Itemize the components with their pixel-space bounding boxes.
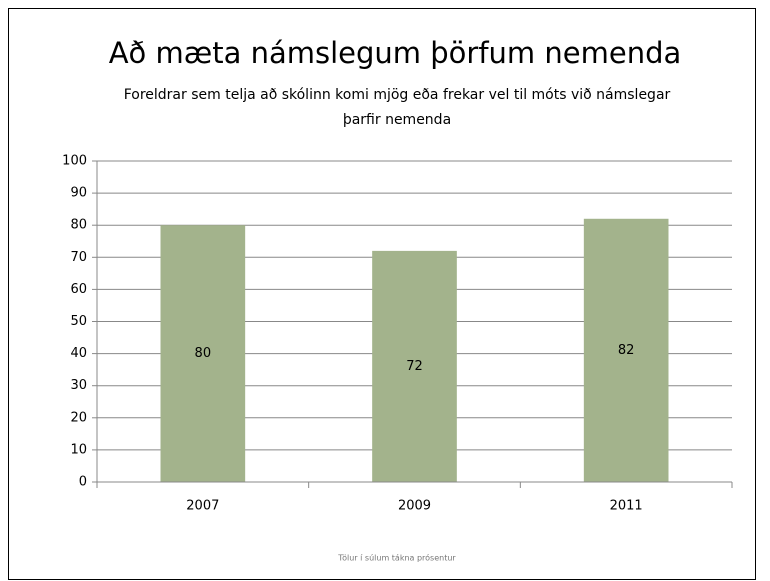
y-tick-label: 10 [70,442,87,457]
bar [160,225,246,482]
data-label: 72 [406,359,423,374]
y-tick-label: 30 [70,378,87,393]
chart-subtitle: þarfir nemenda [343,112,451,128]
y-tick-label: 0 [79,475,87,490]
y-tick-label: 40 [70,346,87,361]
y-tick-label: 100 [62,154,87,169]
x-tick-label: 2007 [186,499,219,514]
chart-subtitle: Foreldrar sem telja að skólinn komi mjög… [124,87,671,103]
chart-title: Að mæta námslegum þörfum nemenda [109,36,682,70]
bar [583,218,669,482]
data-label: 80 [195,346,212,361]
y-tick-label: 20 [70,410,87,425]
y-tick-label: 80 [70,218,87,233]
x-tick-label: 2009 [398,499,431,514]
data-label: 82 [618,343,635,358]
y-tick-label: 70 [70,250,87,265]
y-tick-label: 60 [70,282,87,297]
y-tick-label: 50 [70,314,87,329]
bar [372,250,457,482]
x-tick-label: 2011 [610,499,643,514]
footnote: Tölur í súlum tákna prósentur [337,553,456,563]
y-tick-label: 90 [70,186,87,201]
